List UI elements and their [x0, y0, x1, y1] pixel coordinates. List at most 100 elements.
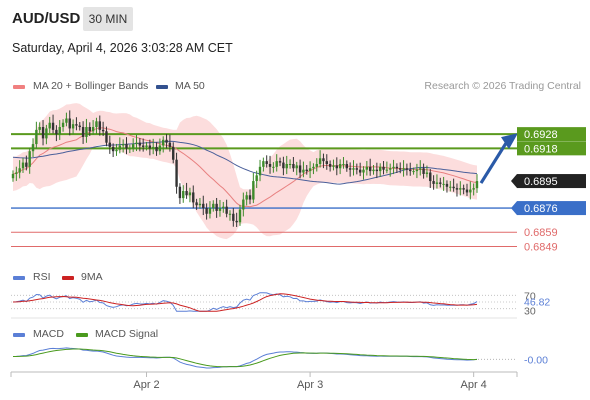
candle-body: [172, 146, 175, 160]
legend-rsi-9ma: 9MA: [62, 271, 112, 285]
rsi-value: 46.82: [524, 297, 550, 309]
legend-ma50: MA 50: [155, 80, 215, 94]
macd-swatch: [13, 333, 25, 337]
ma50-swatch: [156, 85, 168, 89]
price-label-0.6928: 0.6928: [524, 129, 558, 141]
candle-body: [75, 124, 78, 126]
candle-body: [91, 127, 95, 132]
x-axis: Apr 2 Apr 3 Apr 4: [10, 371, 518, 391]
price-levels: [11, 133, 517, 247]
price-label-0.6876: 0.6876: [524, 203, 558, 215]
candle-body: [55, 129, 58, 135]
candle-body: [101, 129, 105, 132]
candle-body: [455, 188, 459, 190]
currency-pair-title: AUD/USD: [12, 10, 81, 27]
candle-body: [255, 175, 258, 182]
candle-body: [298, 165, 302, 173]
candle-body: [365, 166, 369, 170]
candle-body: [68, 118, 71, 129]
candle-body: [278, 161, 282, 163]
candle-body: [412, 171, 415, 173]
ma20-swatch: [13, 85, 25, 89]
candle-body: [392, 166, 395, 169]
candle-body: [262, 161, 265, 167]
candle-body: [175, 159, 178, 187]
candle-body: [432, 181, 435, 184]
candle-body: [268, 163, 272, 167]
price-label-pointer: [511, 174, 517, 189]
candle-body: [61, 122, 65, 128]
macd-signal-swatch: [76, 333, 88, 337]
candle-body: [192, 192, 195, 203]
price-label-0.6859: 0.6859: [524, 227, 558, 239]
candle-body: [205, 208, 208, 214]
candle-body: [215, 203, 218, 211]
candle-body: [439, 182, 442, 184]
candle-body: [409, 169, 412, 172]
candle-body: [135, 142, 138, 145]
legend-ma20-label: MA 20 + Bollinger Bands: [33, 80, 149, 92]
candle-body: [51, 122, 55, 130]
candle-body: [145, 145, 148, 147]
candle-body: [78, 125, 81, 128]
candle-body: [125, 144, 128, 149]
x-axis-label: Apr 2: [133, 379, 159, 391]
rsi-9ma-swatch: [62, 276, 74, 280]
candle-body: [242, 199, 245, 210]
candle-body: [382, 166, 385, 170]
candle-body: [469, 189, 472, 193]
candle-body: [368, 166, 372, 172]
candle-body: [275, 161, 278, 167]
candle-body: [265, 161, 268, 164]
macd-panel: -0.00: [11, 317, 548, 369]
candle-body: [399, 168, 402, 170]
candle-body: [138, 142, 142, 146]
candle-body: [402, 168, 405, 170]
candle-body: [322, 158, 325, 162]
candle-body: [422, 168, 425, 174]
candle-body: [165, 139, 168, 143]
timeframe-button[interactable]: 30 MIN: [83, 7, 133, 31]
candle-body: [148, 145, 152, 149]
candle-body: [182, 191, 185, 199]
candle-body: [325, 161, 328, 164]
candle-body: [81, 127, 85, 137]
research-credit: Research © 2026 Trading Central: [424, 80, 581, 92]
candle-body: [195, 202, 198, 206]
candle-body: [222, 206, 225, 209]
macd-signal-line: [13, 348, 478, 368]
rsi-swatch: [13, 276, 25, 280]
candle-body: [395, 166, 399, 169]
candle-body: [338, 163, 342, 169]
candle-body: [459, 188, 462, 190]
candle-body: [31, 144, 35, 152]
legend-rsi-label: RSI: [33, 271, 51, 283]
legend-ma50-label: MA 50: [175, 80, 205, 92]
candle-body: [335, 165, 338, 169]
candle-body: [198, 203, 202, 206]
candle-body: [21, 162, 25, 169]
price-label-box-0.6895: [517, 174, 586, 189]
candle-body: [425, 172, 429, 174]
candle-body: [348, 168, 352, 170]
candle-body: [375, 169, 379, 172]
candle-body: [212, 203, 215, 209]
candle-body: [352, 168, 355, 170]
candle-body: [312, 166, 315, 169]
price-labels: 0.6928 0.6918 0.6895 0.6876 0.6859 0.6849: [511, 127, 586, 253]
candle-body: [415, 169, 419, 172]
candle-body: [128, 148, 132, 150]
candle-body: [228, 213, 232, 215]
candle-body: [188, 192, 192, 196]
candle-body: [355, 168, 359, 170]
candle-body: [445, 183, 449, 187]
candle-body: [162, 139, 165, 146]
projection-arrow-shaft: [479, 142, 508, 184]
candle-body: [121, 144, 125, 146]
candle-body: [108, 142, 112, 147]
candle-body: [285, 163, 288, 169]
candle-body: [105, 131, 108, 143]
candle-body: [235, 220, 238, 223]
price-label-box-0.6918: [517, 141, 586, 156]
